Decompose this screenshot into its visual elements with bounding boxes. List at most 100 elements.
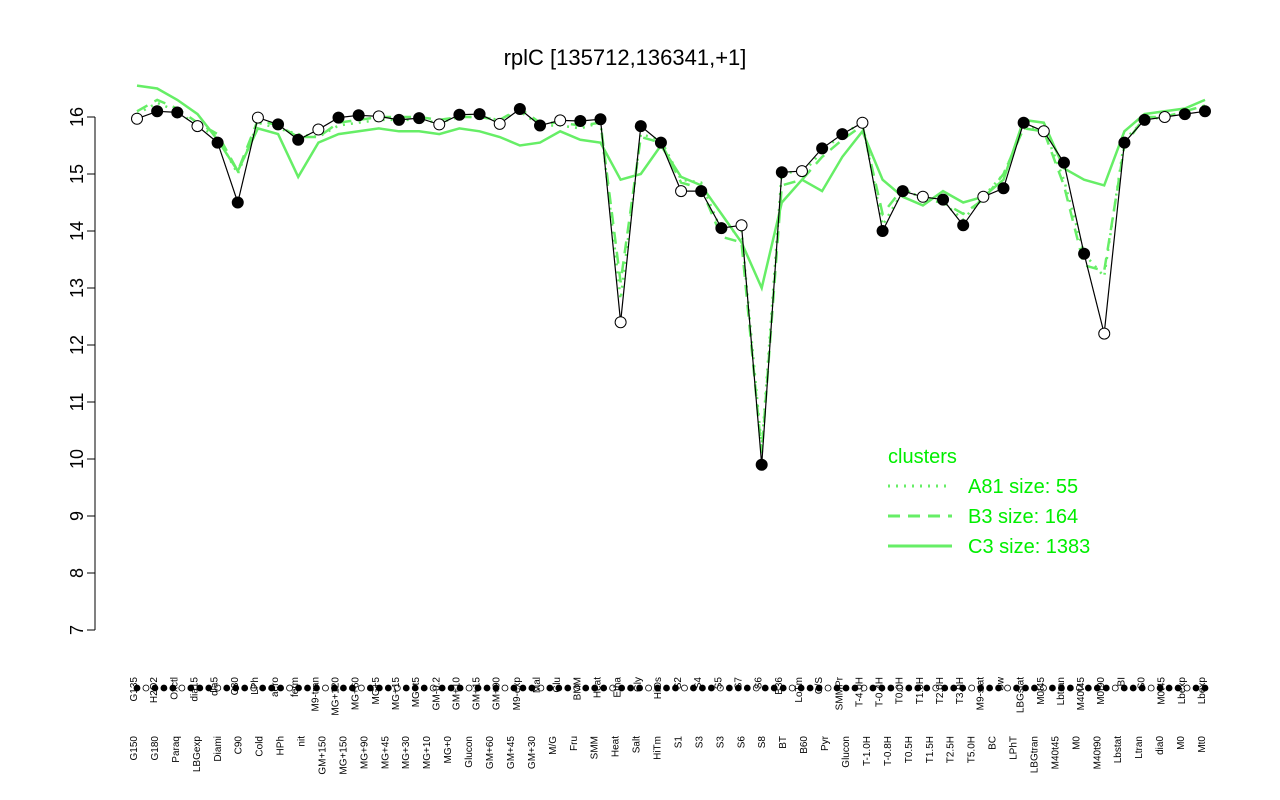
data-point bbox=[453, 108, 466, 121]
x-tick-label: MG+5 bbox=[371, 677, 382, 705]
rug-mark bbox=[1192, 684, 1200, 692]
rug-mark bbox=[178, 684, 186, 692]
rug-mark bbox=[600, 684, 608, 692]
rug-mark bbox=[438, 684, 446, 692]
x-tick-label: LBGtran bbox=[1030, 736, 1041, 773]
rug-mark bbox=[223, 684, 231, 692]
rug-mark bbox=[716, 684, 724, 692]
rug-mark bbox=[492, 684, 500, 692]
rug-mark bbox=[986, 684, 994, 692]
rug-mark bbox=[241, 684, 249, 692]
x-tick-label: Heat bbox=[611, 736, 622, 757]
y-tick-label: 7 bbox=[67, 625, 87, 635]
data-point bbox=[594, 113, 607, 126]
rug-mark bbox=[169, 684, 177, 692]
x-tick-label: S1 bbox=[674, 736, 685, 749]
x-tick-label: G135 bbox=[129, 677, 140, 702]
data-point bbox=[272, 118, 285, 131]
x-tick-label: Lbexp bbox=[1197, 677, 1208, 705]
rug-mark bbox=[474, 684, 482, 692]
rug-mark bbox=[187, 684, 195, 692]
y-tick-label: 13 bbox=[67, 278, 87, 298]
legend-title: clusters bbox=[888, 446, 957, 468]
rug-mark bbox=[1129, 684, 1137, 692]
data-point bbox=[413, 112, 426, 125]
data-point bbox=[151, 105, 164, 118]
rug-mark bbox=[268, 684, 276, 692]
x-tick-label: T2.5H bbox=[946, 736, 957, 763]
x-tick-label: LPhT bbox=[1009, 736, 1020, 760]
rug-mark bbox=[1040, 684, 1047, 692]
x-tick-label: B36 bbox=[774, 677, 785, 695]
data-point bbox=[372, 110, 385, 123]
x-tick-label: S2 bbox=[673, 677, 684, 690]
x-tick-label: C90 bbox=[234, 736, 245, 755]
data-point bbox=[614, 316, 627, 329]
x-tick-label: Glucon bbox=[464, 736, 475, 768]
x-tick-label: S6 bbox=[736, 736, 747, 749]
data-point bbox=[292, 133, 305, 146]
x-tick-label: MG+0 bbox=[443, 736, 454, 764]
x-tick-label: BT bbox=[778, 736, 789, 749]
data-point bbox=[695, 185, 708, 198]
data-point bbox=[715, 222, 728, 235]
data-point bbox=[735, 219, 748, 232]
rug-mark bbox=[250, 684, 258, 692]
x-tick-label: Glucon bbox=[841, 736, 852, 768]
rug-mark bbox=[546, 684, 554, 692]
y-tick-label: 11 bbox=[67, 393, 87, 412]
data-point bbox=[634, 120, 647, 133]
rug-mark bbox=[815, 684, 823, 692]
rug-mark bbox=[196, 684, 204, 692]
x-tick-label: S3 bbox=[694, 736, 705, 749]
y-tick-label: 10 bbox=[67, 449, 87, 469]
data-point bbox=[534, 119, 547, 132]
x-tick-label: GM+60 bbox=[485, 736, 496, 770]
x-tick-label: S6 bbox=[754, 677, 765, 690]
data-point bbox=[675, 185, 688, 198]
x-tick-label: H2O2 bbox=[149, 677, 160, 704]
rug-mark bbox=[609, 684, 617, 692]
data-point bbox=[191, 120, 204, 133]
rug-mark bbox=[887, 684, 895, 692]
data-point bbox=[957, 219, 970, 232]
x-tick-label: M0t45 bbox=[1036, 677, 1047, 705]
x-tick-label: M0t45 bbox=[1157, 677, 1168, 705]
data-point bbox=[251, 111, 264, 124]
x-tick-label: Mal bbox=[532, 677, 543, 693]
x-tick-label: S5 bbox=[713, 677, 724, 690]
rug-mark bbox=[429, 684, 437, 692]
rug-mark bbox=[1102, 684, 1110, 692]
data-point bbox=[876, 225, 889, 237]
rug-mark bbox=[690, 684, 697, 692]
x-tick-label: M0 bbox=[1176, 736, 1187, 750]
y-tick-label: 16 bbox=[67, 107, 87, 127]
data-point bbox=[1098, 327, 1111, 340]
rug-mark bbox=[1013, 684, 1020, 692]
series-line-dashed bbox=[136, 98, 1206, 454]
rug-mark bbox=[1084, 684, 1092, 692]
rug-mark bbox=[833, 684, 841, 692]
rug-mark bbox=[923, 684, 931, 692]
rug-mark bbox=[725, 684, 733, 692]
x-tick-label: Mt0 bbox=[1197, 736, 1208, 753]
x-tick-label: Sw bbox=[996, 676, 1007, 691]
rug-mark bbox=[1058, 684, 1065, 692]
rug-mark bbox=[645, 684, 652, 692]
rug-mark bbox=[618, 684, 626, 692]
x-tick-label: M0t90 bbox=[1096, 677, 1107, 705]
x-tick-label: T5.0H bbox=[967, 736, 978, 763]
x-tick-label: Lbstat bbox=[1113, 736, 1124, 763]
x-tick-label: aero bbox=[270, 677, 281, 697]
data-point bbox=[513, 103, 526, 116]
rug-mark bbox=[699, 684, 706, 692]
rug-mark bbox=[555, 684, 563, 692]
rug-mark bbox=[851, 684, 859, 692]
x-tick-label: MG+10 bbox=[422, 736, 433, 770]
x-tick-label: Lbtran bbox=[1056, 677, 1067, 705]
rug-mark bbox=[402, 684, 410, 692]
rug-mark bbox=[1174, 684, 1182, 692]
rug-mark bbox=[914, 684, 922, 692]
x-tick-label: BC bbox=[988, 736, 999, 750]
x-tick-label: M40t45 bbox=[1076, 677, 1087, 711]
